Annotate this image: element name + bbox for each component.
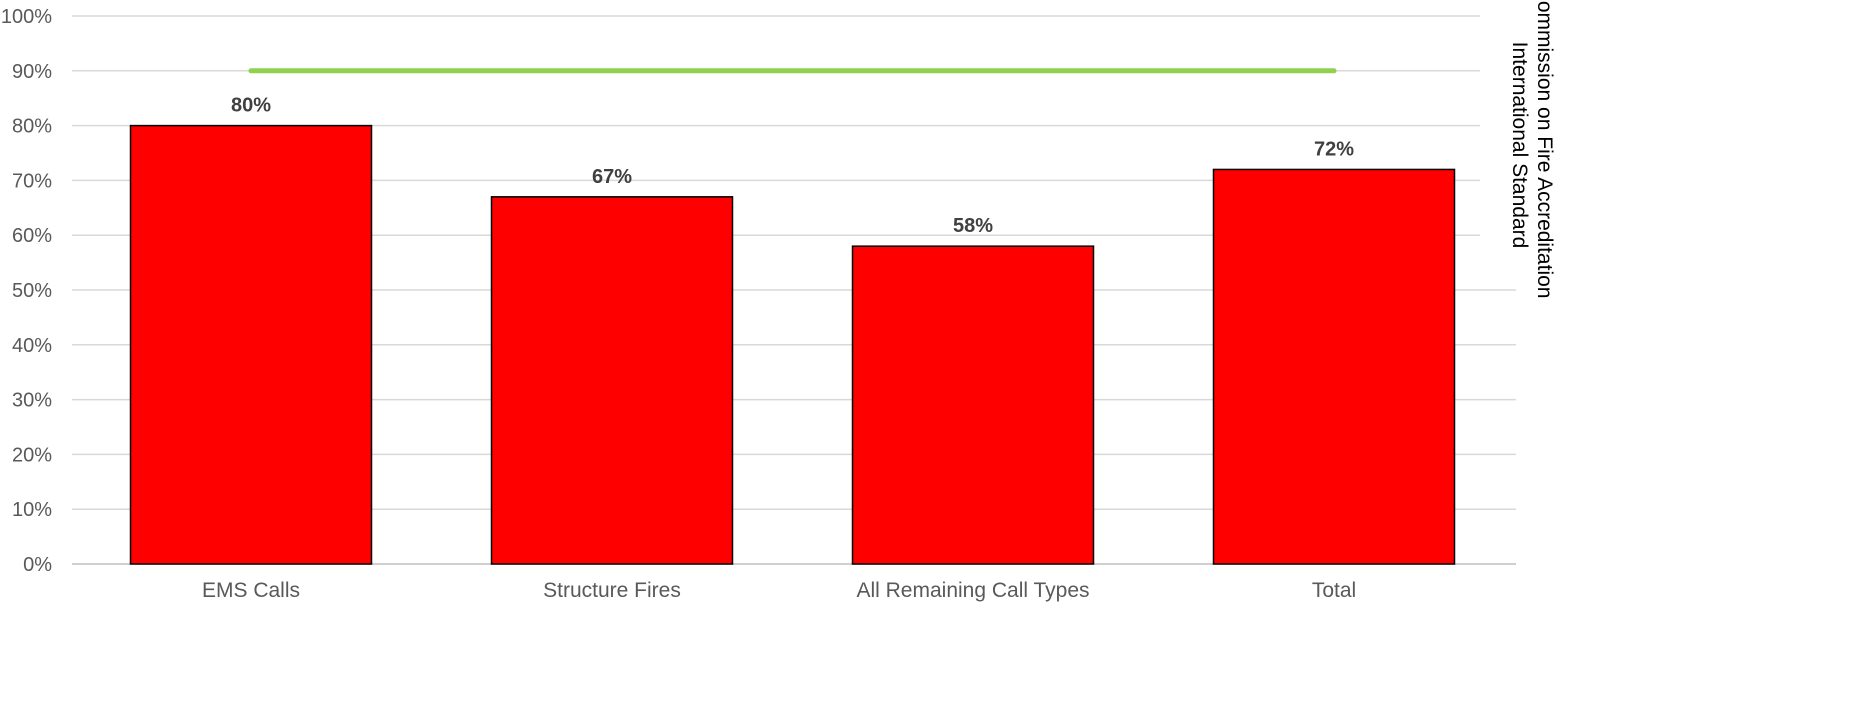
x-category-label: Structure Fires bbox=[543, 579, 681, 602]
y-axis-tick-labels: 0% 10% 20% 30% 40% 50% 60% 70% 80% 90% 100% bbox=[1, 6, 52, 576]
y-tick-label: 40% bbox=[12, 335, 52, 357]
reference-line-label-line-2: International Standard bbox=[1508, 42, 1531, 249]
data-labels: 80% 67% 58% 72% bbox=[231, 95, 1354, 238]
bar bbox=[490, 196, 734, 565]
x-category-label: All Remaining Call Types bbox=[856, 579, 1089, 602]
y-tick-label: 30% bbox=[12, 390, 52, 412]
x-category-label: Total bbox=[1312, 579, 1356, 602]
bar bbox=[129, 124, 373, 565]
bar bbox=[851, 245, 1095, 565]
y-tick-label: 20% bbox=[12, 444, 52, 466]
x-category-label: EMS Calls bbox=[202, 579, 300, 602]
reference-line-label-line-1: Commission on Fire Accreditation bbox=[1533, 0, 1556, 298]
data-label: 72% bbox=[1314, 138, 1354, 160]
y-tick-label: 80% bbox=[12, 116, 52, 138]
y-tick-label: 10% bbox=[12, 499, 52, 521]
y-tick-label: 50% bbox=[12, 280, 52, 302]
data-label: 80% bbox=[231, 95, 271, 117]
reference-line-label: Commission on Fire Accreditation Interna… bbox=[1508, 0, 1556, 304]
bar bbox=[1212, 168, 1456, 565]
y-tick-label: 60% bbox=[12, 225, 52, 247]
y-tick-label: 0% bbox=[23, 554, 52, 576]
data-label: 67% bbox=[592, 166, 632, 188]
y-tick-label: 90% bbox=[12, 61, 52, 83]
y-tick-label: 100% bbox=[1, 6, 52, 28]
x-axis-category-labels: EMS Calls Structure Fires All Remaining Ca… bbox=[202, 579, 1356, 602]
data-label: 58% bbox=[953, 215, 993, 237]
y-tick-label: 70% bbox=[12, 170, 52, 192]
bars bbox=[129, 124, 1456, 565]
